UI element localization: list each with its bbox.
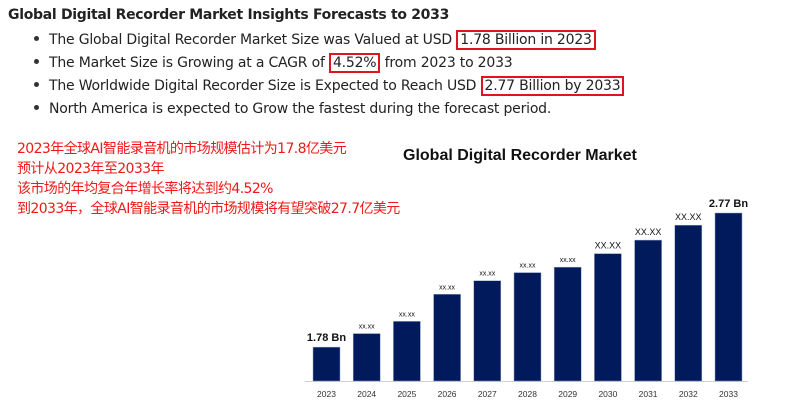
annotation-line: 2023年全球AI智能录音机的市场规模估计为17.8亿美元: [17, 141, 347, 157]
list-item: The Worldwide Digital Recorder Size is E…: [30, 76, 625, 99]
data-label: xx.xx: [479, 271, 495, 278]
data-label: XX.XX: [635, 227, 662, 237]
data-label: xx.xx: [560, 257, 576, 264]
x-tick-label: 2029: [558, 389, 577, 399]
x-tick-label: 2030: [598, 389, 617, 399]
bullet-text: The Global Digital Recorder Market Size …: [49, 32, 457, 48]
data-label: xx.xx: [359, 324, 375, 331]
bar-2033: [714, 212, 743, 382]
x-tick-label: 2032: [679, 389, 698, 399]
bar-2032: [674, 224, 703, 382]
bar-2031: [634, 239, 662, 382]
data-label: 1.78 Bn: [307, 332, 346, 344]
bar-2023: [312, 346, 341, 382]
bullet-text: North America is expected to Grow the fa…: [49, 101, 552, 117]
bullet-text-after: from 2023 to 2033: [380, 55, 513, 71]
data-label: XX.XX: [675, 212, 702, 222]
list-item: North America is expected to Grow the fa…: [30, 99, 624, 122]
bullet-icon: [34, 36, 39, 41]
bar-2029: [553, 266, 582, 382]
x-tick-label: 2033: [719, 389, 738, 399]
x-tick-label: 2023: [317, 389, 336, 399]
data-label: 2.77 Bn: [709, 198, 748, 210]
x-tick-label: 2028: [518, 389, 537, 399]
data-label: xx.xx: [399, 311, 415, 318]
annotation-line: 到2033年，全球AI智能录音机的市场规模将有望突破27.7亿美元: [17, 201, 400, 217]
chart-title: Global Digital Recorder Market: [403, 147, 637, 164]
bar-2027: [473, 280, 502, 382]
bullet-icon: [34, 59, 39, 64]
highlight-box: 2.77 Billion by 2033: [480, 76, 625, 96]
bar-2026: [433, 294, 461, 382]
data-label: xx.xx: [439, 284, 455, 291]
bullet-text: The Worldwide Digital Recorder Size is E…: [49, 78, 481, 94]
x-tick-label: 2024: [357, 389, 376, 399]
bar-2025: [393, 321, 421, 382]
bar-2030: [594, 253, 622, 382]
data-label: xx.xx: [520, 263, 536, 270]
x-tick-label: 2031: [639, 389, 658, 399]
bullet-icon: [34, 105, 39, 110]
annotation-line: 该市场的年均复合年增长率将达到约4.52%: [17, 181, 273, 197]
data-label: XX.XX: [595, 241, 622, 251]
list-item: The Global Digital Recorder Market Size …: [30, 30, 624, 53]
annotation-line: 预计从2023年至2033年: [17, 161, 164, 177]
x-tick-label: 2026: [438, 389, 457, 399]
chinese-annotation: 2023年全球AI智能录音机的市场规模估计为17.8亿美元 预计从2023年至2…: [17, 139, 400, 219]
x-tick-label: 2027: [478, 389, 497, 399]
list-item: The Market Size is Growing at a CAGR of …: [30, 53, 624, 76]
highlight-box: 4.52%: [328, 53, 381, 73]
bar-2024: [352, 333, 381, 382]
bullet-text: The Market Size is Growing at a CAGR of: [49, 55, 329, 71]
key-insights-list: The Global Digital Recorder Market Size …: [30, 30, 625, 122]
bullet-icon: [34, 82, 39, 87]
highlight-box: 1.78 Billion in 2023: [456, 30, 596, 50]
bar-2028: [513, 272, 542, 382]
page-title: Global Digital Recorder Market Insights …: [8, 7, 450, 23]
x-tick-label: 2025: [397, 389, 416, 399]
